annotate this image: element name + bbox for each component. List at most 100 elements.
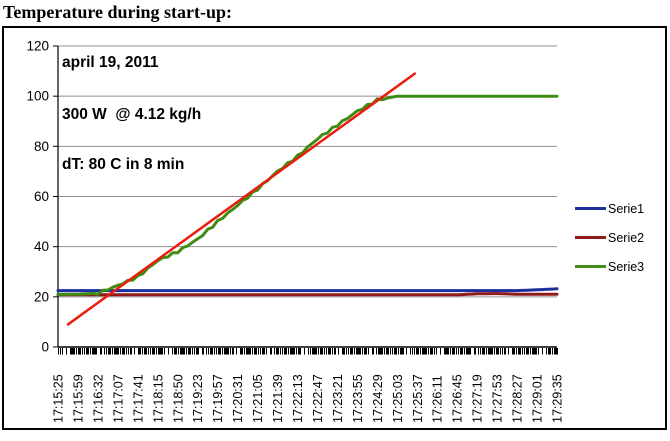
x-axis-minor-tick <box>220 348 221 355</box>
x-axis-minor-tick <box>554 348 556 355</box>
x-axis-minor-tick <box>428 348 429 355</box>
x-axis-minor-tick <box>522 348 523 355</box>
x-axis-minor-tick <box>146 348 147 355</box>
x-tick-label-3: 17:17:07 <box>111 374 125 423</box>
x-axis-minor-tick <box>66 348 67 355</box>
x-tick-label-16: 17:24:29 <box>371 374 385 423</box>
x-axis-minor-tick <box>410 348 411 355</box>
x-axis-minor-tick <box>152 348 154 355</box>
x-axis-minor-tick <box>458 348 459 355</box>
x-axis-minor-tick <box>490 348 492 355</box>
x-axis-minor-tick <box>552 348 553 355</box>
x-axis-minor-tick <box>322 348 323 355</box>
x-tick-label-0: 17:15:25 <box>52 374 66 423</box>
x-axis-minor-tick <box>402 348 404 355</box>
x-axis-minor-tick <box>178 348 179 355</box>
x-axis-minor-tick <box>344 348 345 355</box>
legend-line-serie1 <box>575 207 606 210</box>
annotation-power: 300 W @ 4.12 kg/h <box>62 106 202 123</box>
x-axis-minor-tick <box>214 348 215 355</box>
x-axis-minor-tick <box>520 348 521 355</box>
x-axis-minor-tick <box>116 348 118 355</box>
x-axis-minor-tick <box>456 348 457 355</box>
x-axis-minor-tick <box>186 348 187 355</box>
x-axis-minor-tick <box>528 348 529 355</box>
x-axis-minor-tick <box>298 348 300 355</box>
x-axis-minor-tick <box>290 348 292 355</box>
x-axis-minor-tick <box>482 348 484 355</box>
x-axis-minor-tick <box>194 348 195 355</box>
y-tick-label-20: 20 <box>34 289 49 304</box>
x-axis-minor-tick <box>190 348 191 355</box>
x-axis-minor-tick <box>94 348 96 355</box>
x-axis-minor-tick <box>278 348 279 355</box>
x-axis-minor-tick <box>180 348 182 355</box>
x-axis-minor-tick <box>342 348 344 355</box>
y-tick-label-60: 60 <box>34 189 49 204</box>
x-axis-minor-tick <box>324 348 325 355</box>
x-axis-minor-tick <box>154 348 155 355</box>
x-axis-minor-tick <box>524 348 525 355</box>
x-tick-label-21: 17:27:19 <box>471 374 485 423</box>
x-tick-label-14: 17:23:21 <box>331 374 345 423</box>
x-axis-minor-tick <box>96 348 97 355</box>
x-axis-minor-tick <box>358 348 360 355</box>
series-line-serie3 <box>56 94 559 296</box>
x-axis-minor-tick <box>150 348 151 355</box>
x-axis-minor-tick <box>346 348 347 355</box>
x-axis-minor-tick <box>512 348 514 355</box>
x-axis-minor-tick <box>130 348 132 355</box>
x-axis-minor-tick <box>156 348 157 355</box>
x-axis-minor-tick <box>390 348 391 355</box>
x-axis-minor-tick <box>468 348 470 355</box>
x-tick-label-4: 17:17:41 <box>131 374 145 423</box>
x-axis-minor-tick <box>210 348 212 355</box>
x-axis-minor-tick <box>542 348 543 355</box>
y-tick-label-120: 120 <box>26 39 49 54</box>
x-axis-minor-tick <box>496 348 498 355</box>
x-axis-minor-tick <box>350 348 352 355</box>
x-axis-minor-tick <box>504 348 506 355</box>
x-tick-label-9: 17:20:31 <box>231 374 245 423</box>
x-axis-minor-tick <box>534 348 536 355</box>
x-axis-minor-tick <box>266 348 267 355</box>
legend-label-serie2: Serie2 <box>608 230 645 245</box>
x-axis-minor-tick <box>492 348 493 355</box>
x-axis-minor-tick <box>142 348 143 355</box>
x-axis-minor-tick <box>334 348 336 355</box>
x-axis-minor-tick <box>264 348 265 355</box>
x-axis-minor-tick <box>398 348 399 355</box>
chart-canvas: 0 20 40 60 80 100 120 17:15:25 17:15:59 17:16:32 1… <box>26 39 564 424</box>
x-axis-minor-tick <box>356 348 358 355</box>
x-axis-minor-tick <box>196 348 198 355</box>
x-axis-minor-tick <box>124 348 125 355</box>
x-axis-minor-tick <box>232 348 234 355</box>
x-tick-label-15: 17:23:55 <box>351 374 365 423</box>
x-axis-minor-tick <box>78 348 80 355</box>
x-axis-minor-tick <box>276 348 278 355</box>
x-tick-label-22: 17:27:53 <box>491 374 505 423</box>
x-tick-label-23: 17:28:27 <box>511 374 525 423</box>
x-axis-minor-tick <box>202 348 204 355</box>
x-axis-minor-tick <box>292 348 294 355</box>
x-axis-minor-tick <box>100 348 102 355</box>
x-axis-minor-tick <box>316 348 317 355</box>
x-axis-minor-tick <box>320 348 322 355</box>
x-axis-minor-tick <box>450 348 451 355</box>
x-axis-minor-tick <box>312 348 314 355</box>
x-axis-minor-tick <box>162 348 163 355</box>
x-axis-minor-tick <box>168 348 169 355</box>
x-axis-minor-tick <box>488 348 490 355</box>
x-axis-minor-tick <box>328 348 330 355</box>
x-axis-minor-tick <box>226 348 228 355</box>
x-axis-minor-tick <box>548 348 550 355</box>
legend-item-serie1: Serie1 <box>575 194 644 223</box>
x-axis-minor-tick <box>474 348 476 355</box>
x-axis-minor-tick <box>376 348 377 355</box>
x-tick-label-12: 17:22:13 <box>291 374 305 423</box>
x-axis-minor-tick <box>382 348 383 355</box>
x-axis-minor-tick <box>508 348 509 355</box>
x-axis-minor-tick <box>378 348 380 355</box>
x-axis-minor-tick <box>230 348 231 355</box>
x-axis-minor-tick <box>426 348 427 355</box>
